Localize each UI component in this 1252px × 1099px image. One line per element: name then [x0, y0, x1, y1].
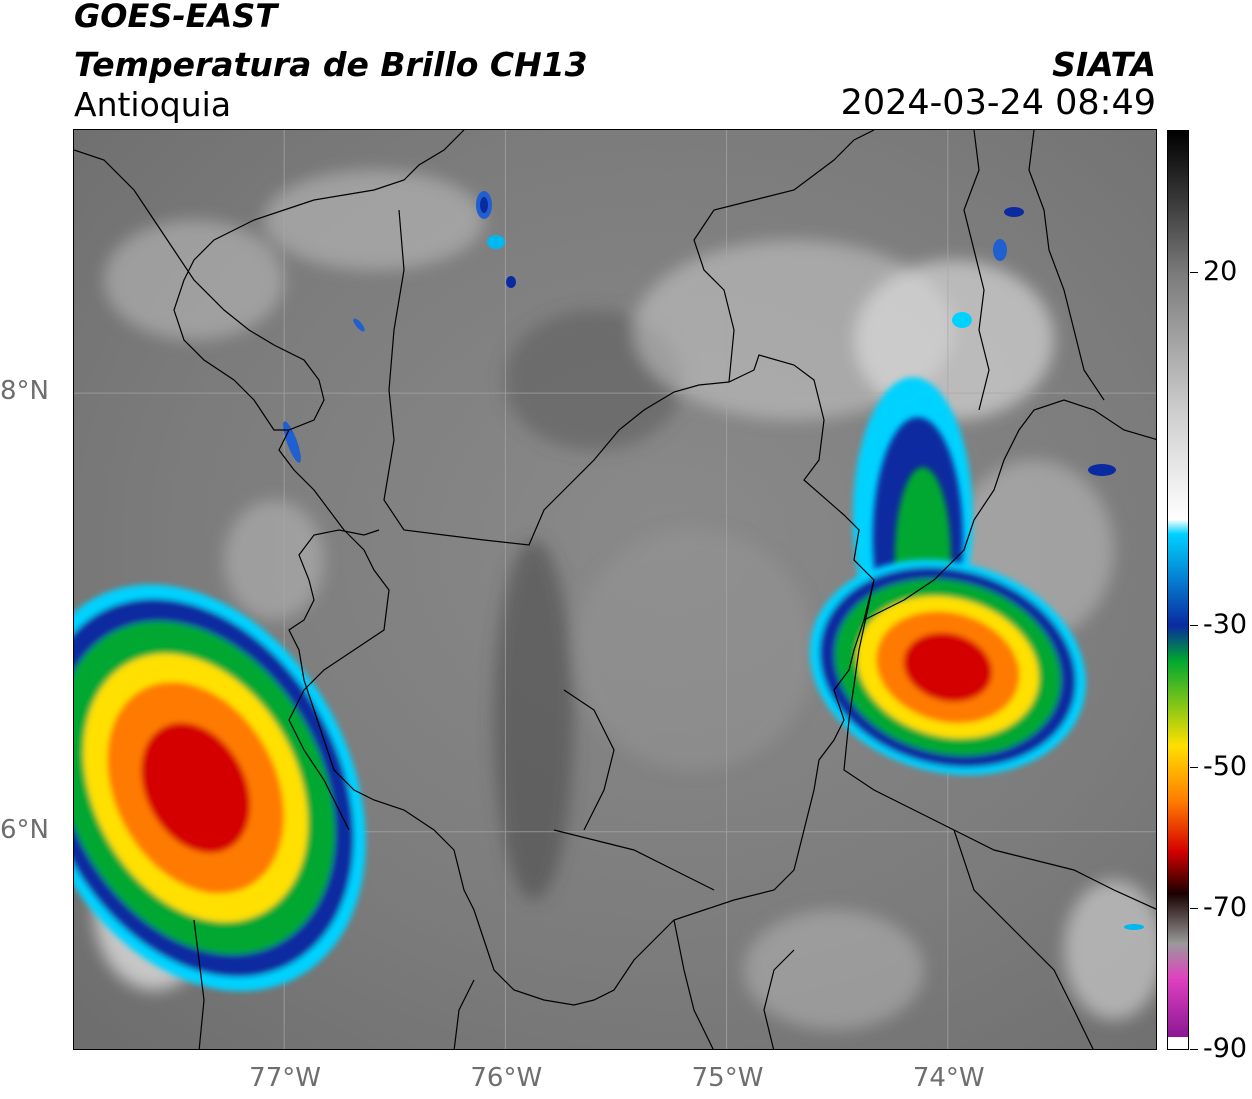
- map-canvas: [74, 130, 1156, 1049]
- colorbar-tick: [1190, 625, 1198, 627]
- colorbar-segment: [1168, 660, 1188, 746]
- department-border-10: [563, 689, 615, 831]
- department-border-2: [693, 130, 875, 383]
- colorbar-segment: [1168, 519, 1188, 535]
- department-border-13: [763, 949, 795, 1049]
- department-border-9: [1028, 130, 1105, 401]
- colorbar-tick-label: -50: [1203, 750, 1248, 782]
- colorbar-tick-label: -70: [1203, 891, 1248, 923]
- colorbar-segment: [1168, 893, 1188, 944]
- west-cell: [74, 584, 366, 992]
- colorbar: [1167, 130, 1189, 1050]
- colorbar-segment: [1168, 201, 1188, 273]
- colorbar-tick-label: 20: [1203, 256, 1238, 288]
- storm-cells: [74, 377, 1086, 992]
- department-border-8: [963, 130, 990, 411]
- colorbar-segment: [1168, 745, 1188, 803]
- lon-tick-label: 74°W: [912, 1063, 985, 1093]
- colorbar-tick: [1190, 1049, 1198, 1050]
- colorbar-segment: [1168, 801, 1188, 852]
- department-border-4: [843, 579, 1156, 910]
- colorbar-tick: [1190, 766, 1198, 768]
- small-cold-spots: [283, 191, 1144, 930]
- colorbar-gradient: [1168, 131, 1188, 1049]
- lon-tick-label: 75°W: [691, 1063, 764, 1093]
- title-product: Temperatura de Brillo CH13: [74, 45, 588, 84]
- colorbar-segment: [1168, 625, 1188, 662]
- coastline-north: [173, 130, 465, 431]
- colorbar-undervalue-swatch: [1168, 1037, 1188, 1049]
- coastline: [74, 149, 390, 831]
- colorbar-segment: [1168, 943, 1188, 979]
- colorbar-segment: [1168, 533, 1188, 626]
- title-agency: SIATA: [1052, 45, 1156, 84]
- storm-contour: [903, 632, 992, 702]
- colorbar-segment: [1168, 978, 1188, 1049]
- satellite-map[interactable]: [73, 129, 1157, 1050]
- antioquia-border: [288, 209, 875, 1006]
- department-border-5: [553, 829, 715, 891]
- lat-tick-label: 8°N: [0, 376, 49, 407]
- department-border-11: [193, 919, 205, 1049]
- colorbar-segment: [1168, 131, 1188, 203]
- boundaries: [74, 130, 1156, 1049]
- department-border-3: [863, 399, 1156, 621]
- lat-tick-label: 6°N: [0, 814, 49, 845]
- lon-tick-label: 77°W: [249, 1063, 321, 1093]
- colorbar-segment: [1168, 272, 1188, 414]
- colorbar-tick: [1190, 272, 1198, 274]
- title-datetime: 2024-03-24 08:49: [840, 83, 1156, 123]
- title-satellite: GOES-EAST: [74, 0, 278, 35]
- colorbar-tick: [1190, 907, 1198, 909]
- colorbar-segment: [1168, 851, 1188, 895]
- department-border-12: [453, 979, 475, 1049]
- colorbar-tick-label: -90: [1203, 1033, 1248, 1064]
- department-border-6: [953, 829, 1094, 1049]
- department-border-7: [673, 919, 714, 1049]
- storm-contour: [141, 722, 251, 853]
- colorbar-segment: [1168, 413, 1188, 520]
- lon-tick-label: 76°W: [470, 1063, 543, 1093]
- east-cell: [809, 559, 1086, 775]
- colorbar-tick-label: -30: [1203, 609, 1248, 641]
- title-region: Antioquia: [74, 85, 232, 124]
